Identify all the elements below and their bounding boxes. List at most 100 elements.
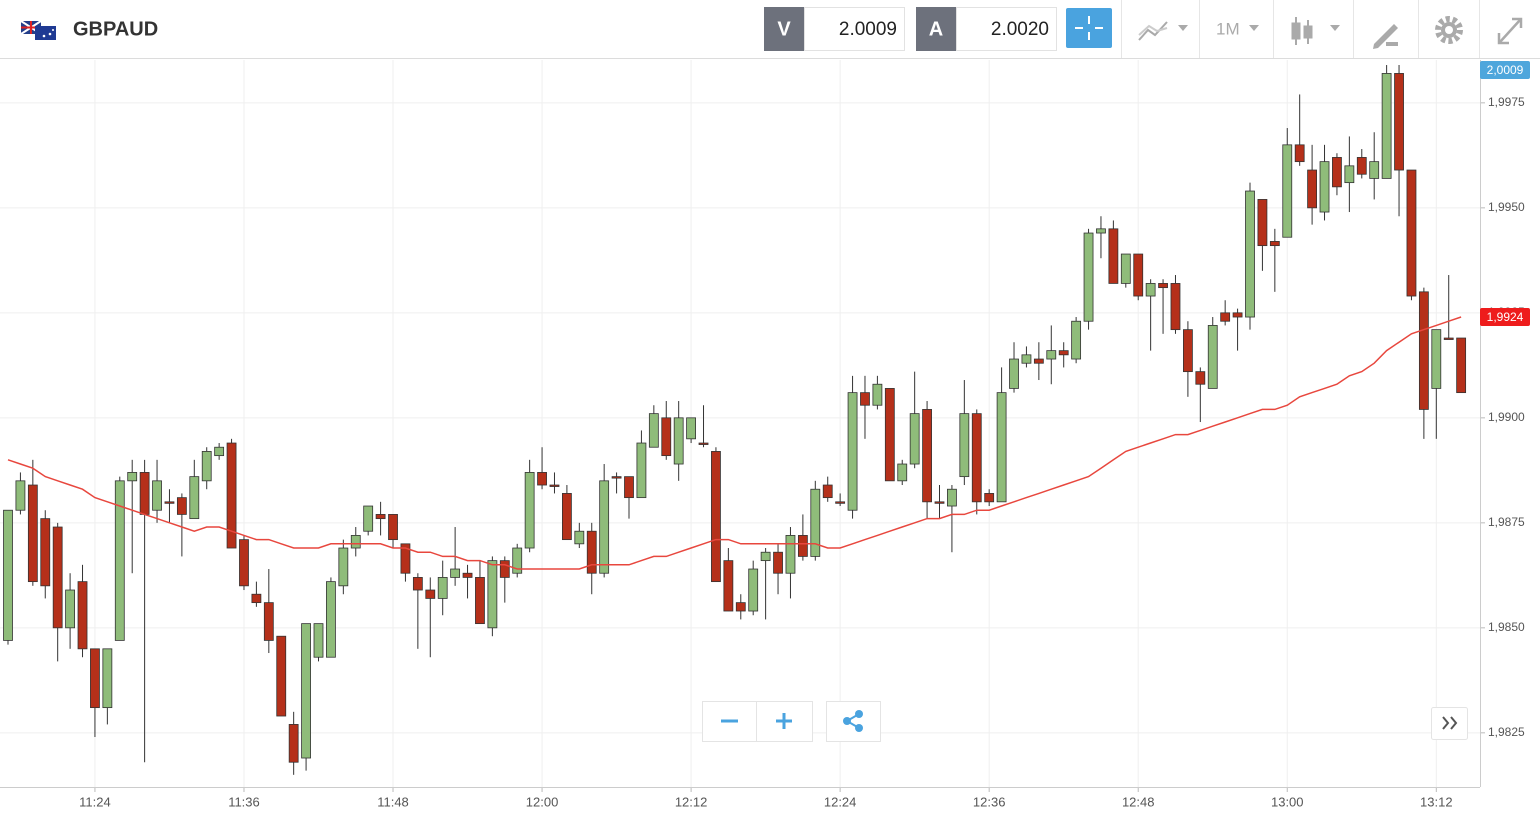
candle-body xyxy=(673,417,684,465)
candle-body xyxy=(288,724,299,763)
candle-body xyxy=(748,568,759,612)
candle-body xyxy=(574,530,585,545)
candle-body xyxy=(1344,165,1355,184)
indicator-menu[interactable] xyxy=(1138,21,1188,41)
plot-layer: 11:24 11:36 11:48 12:00 12:12 12:24 12:36 12:48… xyxy=(0,60,1530,809)
settings[interactable] xyxy=(1435,16,1463,44)
candle-body xyxy=(326,581,336,658)
candle-body xyxy=(1394,73,1404,171)
candle-body xyxy=(462,572,473,578)
ask-button[interactable] xyxy=(916,7,956,51)
candle-body xyxy=(872,383,883,406)
price-tag xyxy=(1480,308,1530,327)
candle-body xyxy=(835,501,846,504)
candle-body xyxy=(1356,157,1367,175)
y-tick-label: 1,9975 xyxy=(1488,95,1525,109)
price-tag-label: 2,0009 xyxy=(1487,63,1524,77)
candle-body xyxy=(1158,283,1168,289)
y-tick-label: 1,9900 xyxy=(1488,410,1525,424)
candle-body xyxy=(922,409,932,503)
candle-body xyxy=(735,602,746,612)
candle-body xyxy=(884,388,895,482)
fullscreen[interactable] xyxy=(1497,17,1523,45)
timeframe-menu[interactable]: 1M xyxy=(1216,19,1259,38)
candle-body xyxy=(723,560,734,612)
candle-body xyxy=(947,488,957,507)
candle-body xyxy=(562,493,572,541)
x-tick-label: 12:48 xyxy=(1122,794,1155,809)
candle-body xyxy=(1133,253,1144,297)
x-tick-label: 12:36 xyxy=(973,794,1006,809)
candle-body xyxy=(1058,350,1069,356)
candle-body xyxy=(586,530,597,574)
candle-body xyxy=(90,648,100,709)
candle-body xyxy=(1046,350,1057,360)
candle-body xyxy=(425,589,436,599)
candle-body xyxy=(1120,253,1131,284)
candle-body xyxy=(1207,325,1218,389)
candle-body xyxy=(1183,329,1193,373)
y-tick-label: 1,9850 xyxy=(1488,620,1525,634)
ask-box xyxy=(956,7,1057,51)
candle-body xyxy=(40,518,51,587)
candle-body xyxy=(797,535,808,557)
candle-body xyxy=(1431,329,1442,389)
candle-body xyxy=(201,451,212,482)
candle-body xyxy=(350,535,361,549)
y-tick-label: 1,9875 xyxy=(1488,515,1525,529)
candle-body xyxy=(512,547,523,574)
candle-body xyxy=(1369,161,1380,179)
candle-body xyxy=(686,417,696,440)
candle-body xyxy=(1319,161,1330,213)
candle-body xyxy=(437,577,448,599)
candle-body xyxy=(65,589,75,629)
bid-box xyxy=(804,7,905,51)
x-tick-label: 12:00 xyxy=(526,794,559,809)
zoom-out-button[interactable] xyxy=(702,701,757,742)
candle-body xyxy=(3,509,13,641)
candle-body xyxy=(624,476,634,499)
candle-body xyxy=(860,392,870,406)
candle-body xyxy=(214,446,225,457)
candle-body xyxy=(909,413,920,465)
candle-body xyxy=(1282,144,1293,238)
candle-body xyxy=(636,442,647,499)
candle-body xyxy=(487,560,498,629)
flag-icon xyxy=(20,20,56,40)
crosshair-button[interactable] xyxy=(1066,8,1112,48)
candle-body xyxy=(822,484,833,499)
zoom-in-button[interactable] xyxy=(756,701,813,742)
candle-body xyxy=(301,623,311,759)
candle-body xyxy=(412,577,423,591)
scroll-latest-button[interactable] xyxy=(1431,707,1468,740)
candle-body xyxy=(1009,358,1019,389)
plot-area xyxy=(0,60,1480,787)
candle-body xyxy=(1307,169,1317,209)
bid-button[interactable] xyxy=(764,7,804,51)
timeframe: 1M xyxy=(1216,19,1240,38)
candle-body xyxy=(971,413,982,503)
share-button[interactable] xyxy=(826,701,881,742)
bid-label: V xyxy=(777,18,791,40)
draw-tool[interactable] xyxy=(1373,24,1398,49)
candle-body xyxy=(785,535,796,574)
candle-body xyxy=(1033,358,1044,364)
candle-body xyxy=(1195,371,1206,385)
price-tag-label: 1,9924 xyxy=(1487,310,1524,324)
candle-body xyxy=(711,451,721,583)
x-tick-label: 11:48 xyxy=(377,794,409,809)
candle-body xyxy=(1071,320,1082,360)
chart-type-menu[interactable] xyxy=(1291,17,1340,45)
candle-body xyxy=(996,392,1007,503)
candle-body xyxy=(611,476,622,479)
candle-body xyxy=(1294,144,1305,163)
candle-body xyxy=(648,413,659,448)
candle-body xyxy=(313,623,324,658)
candle-body xyxy=(499,560,510,578)
candle-body xyxy=(1269,241,1280,247)
y-tick-label: 1,9825 xyxy=(1488,725,1525,739)
candle-body xyxy=(450,568,461,578)
candle-body xyxy=(102,648,113,709)
